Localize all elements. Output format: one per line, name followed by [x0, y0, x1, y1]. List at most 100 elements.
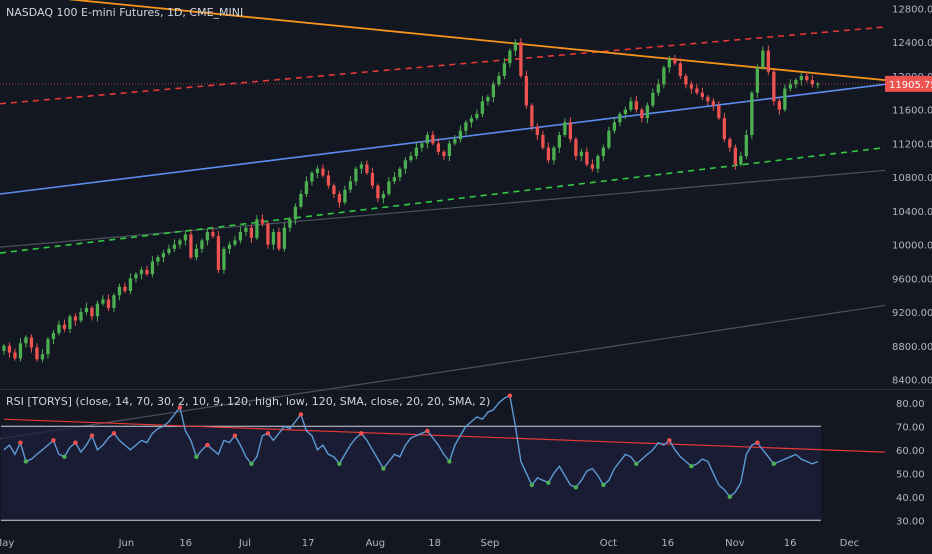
candle-body [717, 105, 721, 119]
candle-body [458, 130, 463, 140]
green-dashed-support-line [0, 146, 886, 254]
candle-body [398, 168, 402, 178]
candle-body [167, 248, 171, 254]
candle-body [623, 109, 628, 114]
price-axis-tick-label: 8800.00 [892, 342, 932, 353]
candle-body [810, 80, 814, 85]
candle-body [409, 156, 413, 161]
time-axis-tick-label: Nov [725, 538, 745, 549]
candle-body [667, 59, 672, 68]
candle-body [453, 139, 457, 144]
price-axis-tick-label: 10400.00 [892, 207, 932, 218]
rsi-band-fill [0, 426, 821, 521]
candle-body [194, 248, 199, 258]
candle-body [524, 75, 529, 106]
candle-body [84, 307, 89, 313]
candle-body [585, 151, 589, 165]
rsi-line [3, 394, 819, 498]
candle-body [51, 333, 56, 340]
rsi-pivot-high-dot [89, 433, 95, 438]
rsi-pivot-high-dot [51, 438, 56, 443]
candle-body [425, 134, 430, 144]
candle-body [128, 278, 133, 291]
candle-body [304, 181, 309, 194]
candle-body [337, 194, 342, 203]
candle-body [68, 316, 72, 329]
candle-body [293, 206, 298, 220]
candle-body [101, 299, 105, 304]
candle-body [233, 240, 237, 245]
candle-body [178, 240, 182, 245]
candle-body [541, 134, 545, 148]
candle-body [46, 339, 50, 355]
candle-body [403, 160, 408, 169]
candle-body [805, 75, 809, 81]
rsi-pivot-low-dot [62, 454, 67, 459]
candle-body [574, 139, 578, 157]
rsi-pivot-low-dot [23, 459, 29, 464]
candle-body [497, 75, 501, 85]
rsi-pivot-low-dot [573, 485, 579, 490]
candle-body [238, 231, 243, 241]
rsi-pivot-high-dot [73, 440, 78, 445]
rsi-pivot-high-dot [359, 431, 364, 436]
rsi-pivot-high-dot [111, 431, 117, 436]
blue-trend-line [0, 83, 886, 195]
time-axis-tick-label: Aug [366, 538, 386, 549]
candle-body [161, 253, 166, 258]
candle-body [255, 219, 259, 238]
candle-body [381, 194, 386, 199]
candle-body [750, 92, 754, 135]
candle-body [519, 42, 523, 76]
candle-body [123, 286, 127, 291]
candle-body [502, 63, 507, 76]
last-price-badge [885, 75, 932, 92]
rsi-pivot-low-dot [337, 461, 342, 467]
candle-body [772, 71, 776, 102]
candle-body [315, 168, 320, 173]
candle-body [266, 223, 270, 245]
candle-body [73, 316, 78, 321]
candle-body [579, 151, 584, 157]
rsi-axis-tick-label: 80.00 [896, 399, 925, 410]
candle-body [788, 84, 792, 89]
candle-body [29, 337, 34, 348]
time-axis-tick-label: Dec [840, 538, 859, 549]
candle-body [200, 240, 204, 249]
candle-body [744, 134, 748, 157]
candle-body [139, 269, 144, 275]
candle-body [282, 227, 287, 249]
rsi-pivot-high-dot [425, 428, 430, 434]
rsi-pivot-low-dot [634, 461, 639, 467]
price-axis-tick-label: 11200.00 [892, 139, 932, 150]
candle-body [310, 172, 314, 182]
candle-body [563, 122, 567, 135]
candle-body [761, 50, 765, 68]
candle-body [172, 244, 177, 249]
time-axis-tick-label: 18 [428, 538, 441, 549]
candle-body [673, 59, 677, 64]
candle-body [260, 219, 265, 224]
candle-body [590, 164, 595, 169]
candle-body [431, 134, 435, 144]
candle-body [722, 118, 726, 140]
candle-body [62, 324, 67, 329]
candle-body [799, 75, 803, 81]
rsi-pivot-low-dot [447, 459, 452, 464]
candle-body [365, 164, 369, 173]
price-axis-tick-label: 11600.00 [892, 106, 932, 117]
candle-body [794, 80, 798, 85]
candle-body [486, 97, 490, 102]
candle-body [601, 147, 606, 157]
candle-body [40, 354, 45, 360]
candle-body [24, 337, 28, 344]
candle-body [211, 231, 215, 237]
rsi-axis-tick-label: 50.00 [896, 469, 925, 480]
candle-body [612, 122, 617, 131]
rsi-pivot-low-dot [601, 482, 606, 488]
candle-body [332, 185, 336, 194]
last-price-label: 11905.75 [889, 80, 932, 91]
candle-body [447, 143, 452, 157]
candle-body [216, 236, 221, 270]
